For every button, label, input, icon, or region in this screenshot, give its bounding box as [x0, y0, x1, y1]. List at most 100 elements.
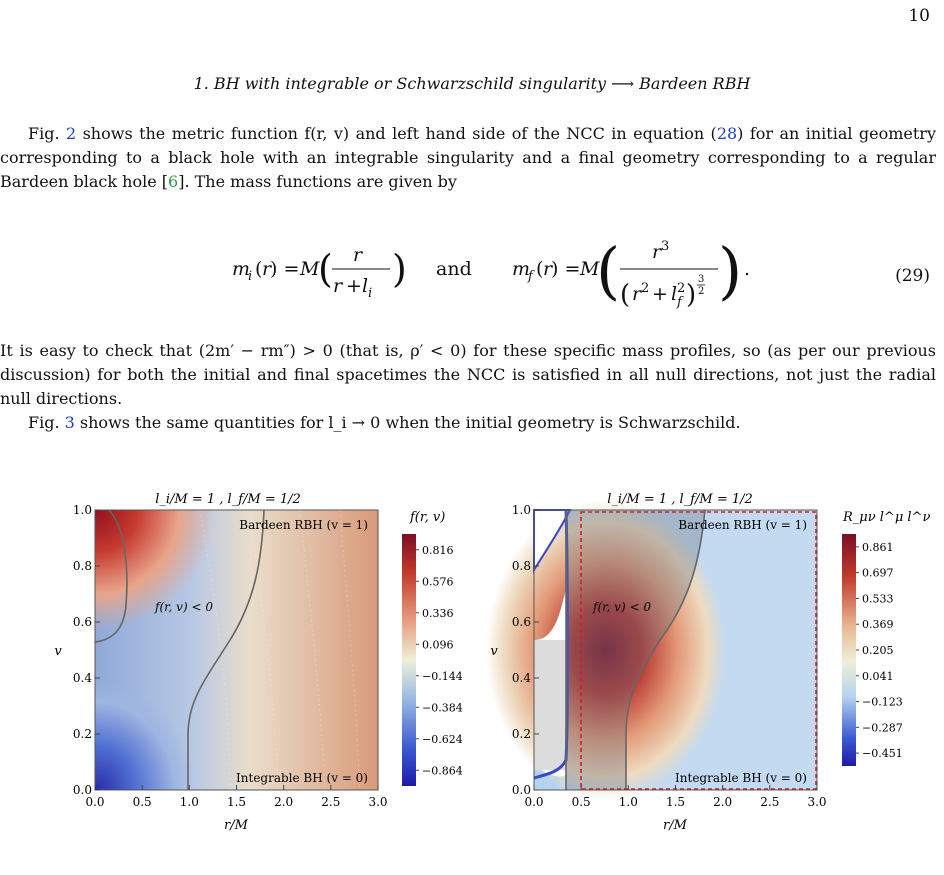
right-colorbar-tick-label: −0.287 [862, 721, 903, 734]
equation-svg: m i (r) = M ( r r + l i ) and m f (r) = M (… [232, 234, 750, 310]
left-title: l_i/M = 1 , l_f/M = 1/2 [155, 492, 301, 507]
left-colorbar-tick-label: −0.864 [422, 764, 463, 777]
svg-text:2: 2 [641, 281, 649, 296]
svg-text:(: ( [596, 234, 620, 307]
paragraph-2: It is easy to check that (2m′ − rm″) > 0… [0, 341, 936, 408]
left-colorbar-bar [402, 534, 416, 786]
left-x-tick-label: 3.0 [368, 795, 387, 809]
right-title: l_i/M = 1 , l_f/M = 1/2 [607, 492, 753, 507]
right-plot: l_i/M = 1 , l_f/M = 1/2 Bardeen RBH (v =… [486, 492, 827, 833]
svg-text:3: 3 [661, 239, 669, 254]
svg-text:m: m [232, 258, 250, 280]
right-shaded-region [566, 510, 705, 790]
left-x-tick-label: 2.0 [274, 795, 293, 809]
eq-28-link[interactable]: 28 [716, 124, 738, 143]
svg-text:+: + [346, 275, 362, 297]
left-ylabel: v [54, 644, 62, 659]
right-colorbar-tick-label: 0.369 [862, 618, 894, 631]
right-ylabel: v [490, 644, 498, 659]
right-colorbar-tick-label: 0.697 [862, 567, 894, 580]
svg-text:(: ( [318, 247, 333, 291]
left-colorbar-tick-label: 0.096 [422, 638, 454, 651]
left-top-label: Bardeen RBH (v = 1) [239, 518, 368, 532]
svg-text:r: r [632, 283, 643, 305]
right-x-ticks: 0.0 0.5 1.0 1.5 2.0 2.5 3.0 [524, 785, 827, 809]
left-y-tick-label: 1.0 [73, 503, 92, 517]
svg-text:r: r [333, 275, 344, 297]
right-y-ticks: 0.0 0.2 0.4 0.6 0.8 1.0 [512, 503, 539, 797]
right-blue-edge [533, 509, 569, 780]
left-y-tick-label: 0.4 [73, 671, 92, 685]
right-y-tick-label: 0.2 [512, 727, 531, 741]
svg-text:) =: ) = [270, 258, 299, 280]
left-x-tick-label: 0.5 [133, 795, 152, 809]
right-colorbar-tick-label: 0.533 [862, 592, 894, 605]
right-y-tick-label: 0.8 [512, 559, 531, 573]
fig-2-link[interactable]: 2 [65, 124, 77, 143]
svg-text:i: i [248, 269, 252, 284]
left-colorbar-tick-label: −0.384 [422, 701, 463, 714]
svg-text:(: ( [620, 280, 630, 310]
equation-number: (29) [895, 266, 930, 286]
ref-6-link[interactable]: 6 [168, 172, 179, 191]
right-horizon-outer [625, 509, 706, 790]
left-horizon-outer [187, 509, 265, 790]
left-colorbar-tick-label: 0.336 [422, 607, 454, 620]
svg-text:m: m [512, 258, 530, 280]
paragraph-3: Fig. 3 shows the same quantities for l_i… [28, 413, 741, 432]
left-colorbar-title: f(r, v) [409, 510, 445, 525]
right-colorbar-bar [842, 534, 856, 766]
left-y-ticks: 0.0 0.2 0.4 0.6 0.8 1.0 [73, 503, 100, 797]
left-colorbar-tick-label: −0.144 [422, 670, 463, 683]
right-colorbar-title: R_μν l^μ l^ν [842, 510, 930, 525]
right-colorbar-tick-label: 0.205 [862, 644, 894, 657]
right-y-tick-label: 0.6 [512, 615, 531, 629]
svg-text:): ) [718, 234, 742, 307]
svg-text:.: . [744, 258, 750, 280]
left-colorbar-tick-label: 0.576 [422, 575, 454, 588]
svg-text:): ) [392, 247, 407, 291]
svg-text:): ) [686, 280, 696, 310]
left-y-tick-label: 0.8 [73, 559, 92, 573]
left-x-ticks: 0.0 0.5 1.0 1.5 2.0 2.5 3.0 [85, 785, 388, 809]
page-number: 10 [908, 6, 930, 26]
right-bottom-label: Integrable BH (v = 0) [675, 771, 807, 785]
section-heading: 1. BH with integrable or Schwarzschild s… [193, 74, 751, 93]
svg-text:l: l [671, 283, 677, 305]
svg-text:i: i [368, 286, 372, 301]
right-y-tick-label: 0.4 [512, 671, 531, 685]
left-colorbar-tick-label: −0.624 [422, 733, 463, 746]
left-x-tick-label: 1.0 [180, 795, 199, 809]
svg-text:M: M [299, 258, 320, 280]
right-x-tick-label: 2.0 [713, 795, 732, 809]
right-colorbar-tick-label: −0.451 [862, 747, 903, 760]
svg-text:l: l [362, 275, 368, 297]
right-region-label: f(r, v) < 0 [592, 600, 651, 614]
svg-text:2: 2 [677, 281, 685, 296]
svg-text:3: 3 [698, 274, 704, 285]
left-plot: l_i/M = 1 , l_f/M = 1/2 Bardeen RBH (v =… [54, 492, 387, 833]
left-y-tick-label: 0.0 [73, 783, 92, 797]
left-horizon-inner [94, 509, 128, 643]
svg-text:f: f [676, 295, 684, 310]
left-colorbar-tick-label: 0.816 [422, 544, 454, 557]
right-colorbar-tick-label: −0.123 [862, 696, 903, 709]
svg-text:r: r [353, 244, 364, 266]
right-y-tick-label: 1.0 [512, 503, 531, 517]
right-top-label: Bardeen RBH (v = 1) [678, 518, 807, 532]
right-x-tick-label: 0.5 [572, 795, 591, 809]
equation-and: and [436, 258, 472, 280]
right-x-tick-label: 2.5 [760, 795, 779, 809]
left-colorbar: f(r, v) 0.816 0.576 0.336 0.096 −0.144 −0.384… [402, 510, 463, 786]
left-y-tick-label: 0.2 [73, 727, 92, 741]
right-dashed-box [580, 511, 817, 790]
left-x-tick-label: 2.5 [321, 795, 340, 809]
figure-3: l_i/M = 1 , l_f/M = 1/2 Bardeen RBH (v =… [54, 492, 930, 833]
right-x-tick-label: 0.0 [524, 795, 543, 809]
paragraph-1: Fig. 2 shows the metric function f(r, v)… [0, 124, 936, 191]
right-x-tick-label: 3.0 [807, 795, 826, 809]
right-colorbar: R_μν l^μ l^ν 0.861 0.697 0.533 0.369 0.205 0.… [842, 510, 930, 766]
fig-3-link[interactable]: 3 [64, 413, 75, 432]
svg-text:M: M [579, 258, 600, 280]
right-x-tick-label: 1.0 [619, 795, 638, 809]
